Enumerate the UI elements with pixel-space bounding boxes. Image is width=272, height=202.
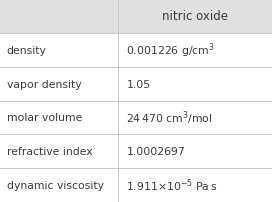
Text: 24$\,$470 cm$^3$/mol: 24$\,$470 cm$^3$/mol [126, 109, 213, 127]
Text: refractive index: refractive index [7, 146, 92, 157]
Bar [0, 0, 272, 34]
Text: nitric oxide: nitric oxide [162, 10, 228, 23]
Text: 1.911$\times$10$^{-5}$ Pa$\,$s: 1.911$\times$10$^{-5}$ Pa$\,$s [126, 177, 218, 194]
Text: 1.0002697: 1.0002697 [126, 146, 185, 157]
Text: dynamic viscosity: dynamic viscosity [7, 180, 104, 190]
Text: vapor density: vapor density [7, 79, 81, 89]
Text: 0.001226 g/cm$^3$: 0.001226 g/cm$^3$ [126, 41, 215, 60]
Text: 1.05: 1.05 [126, 79, 151, 89]
Text: density: density [7, 45, 47, 56]
Text: molar volume: molar volume [7, 113, 82, 123]
